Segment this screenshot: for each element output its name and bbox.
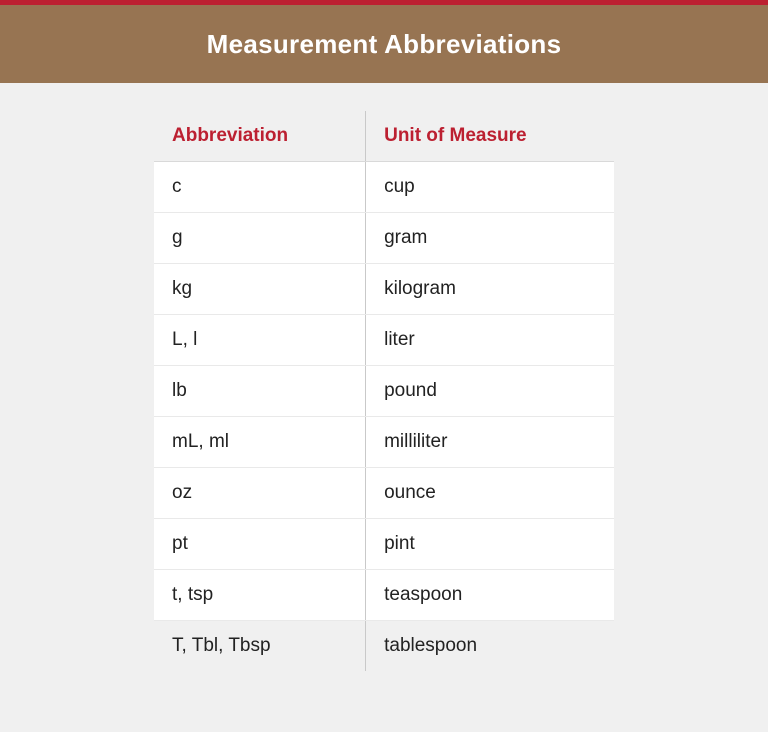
cell-unit: gram	[366, 213, 614, 264]
cell-unit: liter	[366, 315, 614, 366]
cell-abbrev: pt	[154, 519, 366, 570]
cell-unit: pint	[366, 519, 614, 570]
cell-unit: ounce	[366, 468, 614, 519]
column-header-abbreviation: Abbreviation	[154, 111, 366, 162]
table-row: oz ounce	[154, 468, 614, 519]
column-header-unit: Unit of Measure	[366, 111, 614, 162]
cell-unit: milliliter	[366, 417, 614, 468]
table-row: g gram	[154, 213, 614, 264]
cell-abbrev: mL, ml	[154, 417, 366, 468]
cell-abbrev: t, tsp	[154, 570, 366, 621]
cell-abbrev: oz	[154, 468, 366, 519]
cell-unit: teaspoon	[366, 570, 614, 621]
cell-abbrev: L, l	[154, 315, 366, 366]
cell-unit: kilogram	[366, 264, 614, 315]
page-title: Measurement Abbreviations	[207, 29, 562, 60]
cell-abbrev: kg	[154, 264, 366, 315]
cell-abbrev: T, Tbl, Tbsp	[154, 621, 366, 672]
cell-unit: tablespoon	[366, 621, 614, 672]
table-header-row: Abbreviation Unit of Measure	[154, 111, 614, 162]
table-container: Abbreviation Unit of Measure c cup g gra…	[154, 111, 614, 671]
table-row: c cup	[154, 162, 614, 213]
table-row: pt pint	[154, 519, 614, 570]
abbreviations-table: Abbreviation Unit of Measure c cup g gra…	[154, 111, 614, 671]
cell-abbrev: c	[154, 162, 366, 213]
cell-abbrev: g	[154, 213, 366, 264]
table-row: T, Tbl, Tbsp tablespoon	[154, 621, 614, 672]
table-row: L, l liter	[154, 315, 614, 366]
cell-unit: cup	[366, 162, 614, 213]
header-bar: Measurement Abbreviations	[0, 5, 768, 83]
table-row: mL, ml milliliter	[154, 417, 614, 468]
table-row: lb pound	[154, 366, 614, 417]
cell-unit: pound	[366, 366, 614, 417]
table-row: kg kilogram	[154, 264, 614, 315]
cell-abbrev: lb	[154, 366, 366, 417]
table-row: t, tsp teaspoon	[154, 570, 614, 621]
